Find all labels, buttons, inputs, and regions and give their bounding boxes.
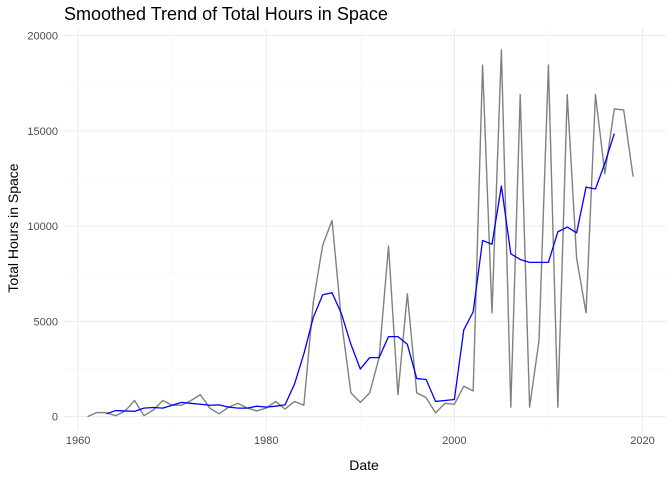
x-tick-label: 2020	[630, 435, 654, 447]
y-tick-label: 20000	[27, 31, 58, 43]
series-layer	[87, 49, 634, 418]
x-tick-label: 1980	[254, 435, 278, 447]
y-tick-label: 5000	[34, 316, 58, 328]
x-tick-label: 1960	[66, 435, 90, 447]
x-axis-label: Date	[349, 457, 379, 473]
raw-series-line	[87, 49, 634, 418]
smoothed-series-line	[106, 133, 615, 415]
x-tick-labels: 1960 1980 2000 2020	[66, 435, 655, 447]
y-axis-label: Total Hours in Space	[5, 163, 21, 292]
y-tick-label: 10000	[27, 221, 58, 233]
y-tick-label: 0	[52, 412, 58, 424]
chart-title: Smoothed Trend of Total Hours in Space	[64, 4, 388, 24]
minor-grid	[64, 28, 666, 430]
y-tick-label: 15000	[27, 126, 58, 138]
x-tick-label: 2000	[442, 435, 466, 447]
y-tick-labels: 0 5000 10000 15000 20000	[27, 31, 58, 424]
